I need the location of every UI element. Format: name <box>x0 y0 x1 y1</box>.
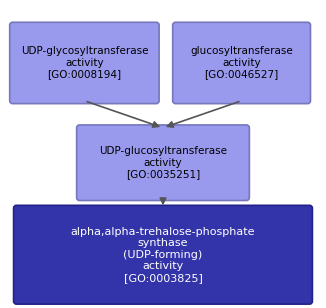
Text: glucosyltransferase
activity
[GO:0046527]: glucosyltransferase activity [GO:0046527… <box>190 47 293 79</box>
FancyBboxPatch shape <box>10 22 159 103</box>
Text: UDP-glycosyltransferase
activity
[GO:0008194]: UDP-glycosyltransferase activity [GO:000… <box>21 47 148 79</box>
FancyBboxPatch shape <box>173 22 310 103</box>
FancyBboxPatch shape <box>14 205 312 304</box>
Text: UDP-glucosyltransferase
activity
[GO:0035251]: UDP-glucosyltransferase activity [GO:003… <box>99 146 227 179</box>
Text: alpha,alpha-trehalose-phosphate
synthase
(UDP-forming)
activity
[GO:0003825]: alpha,alpha-trehalose-phosphate synthase… <box>71 226 255 283</box>
FancyBboxPatch shape <box>77 125 249 201</box>
